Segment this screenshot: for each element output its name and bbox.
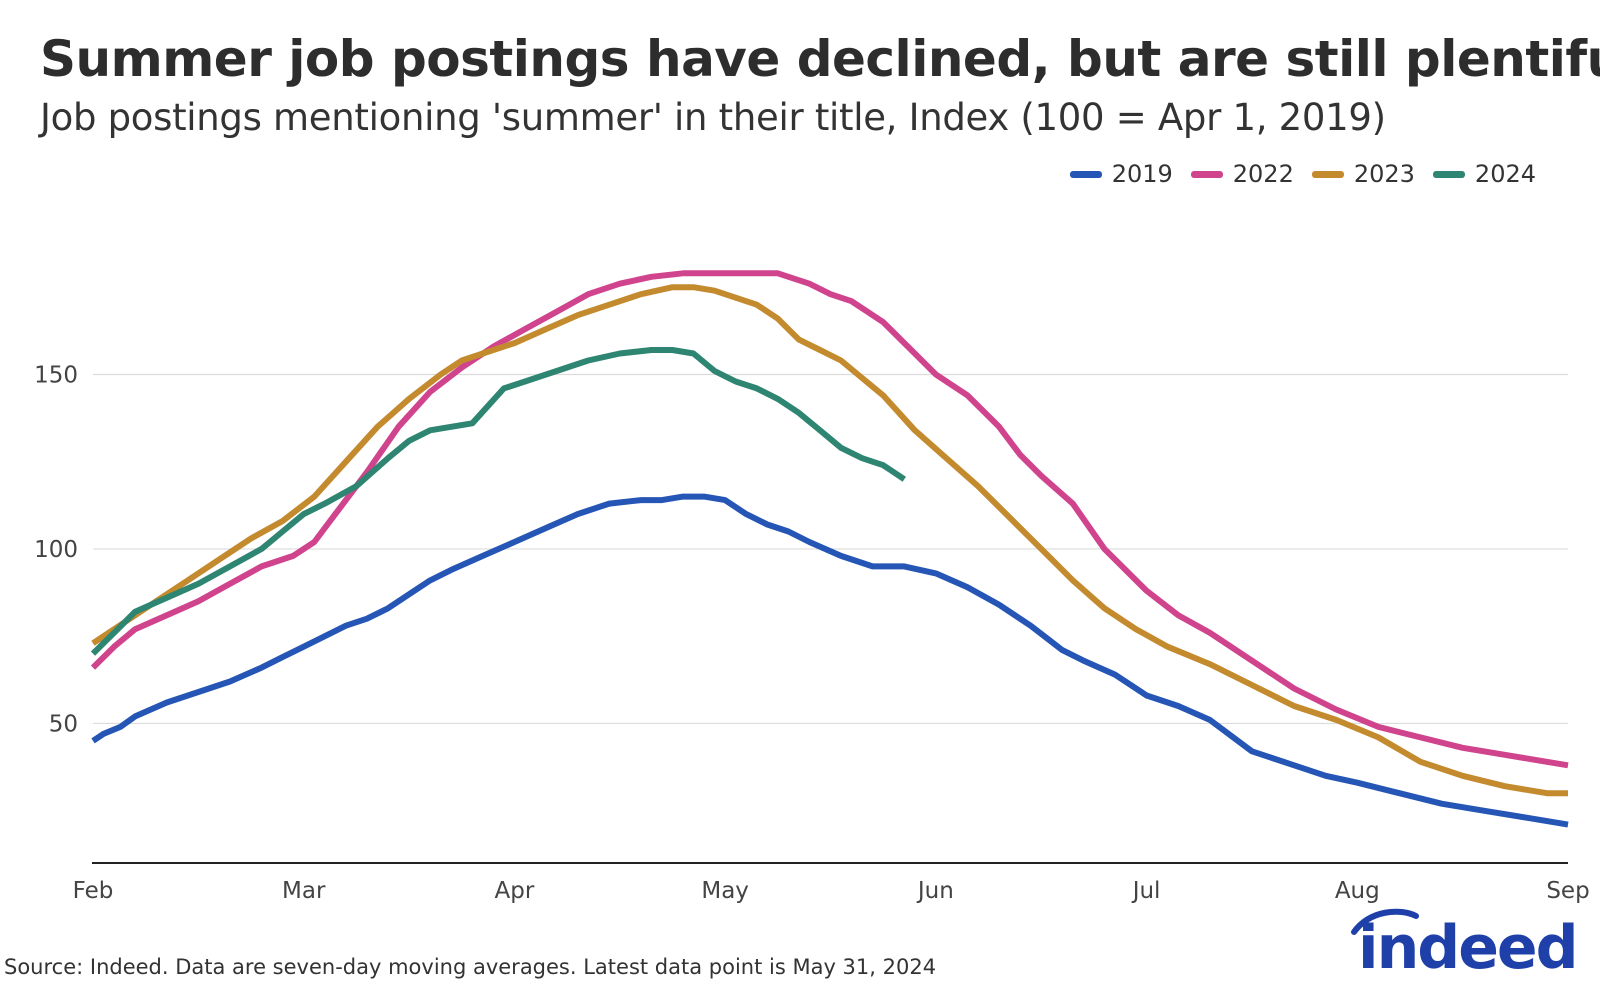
chart-subtitle: Job postings mentioning 'summer' in thei… bbox=[40, 96, 1386, 139]
x-tick-label: Feb bbox=[73, 878, 114, 904]
series-lines bbox=[90, 270, 1569, 828]
legend-swatch-2023 bbox=[1311, 170, 1344, 178]
indeed-logo: indeed bbox=[1358, 913, 1579, 983]
legend-swatch-2019 bbox=[1069, 170, 1102, 178]
line-chart: 50 100 150 Feb Mar Apr May Jun Jul Aug Sep bbox=[34, 270, 1590, 904]
series-line-2024 bbox=[90, 347, 906, 656]
series-line-2023 bbox=[91, 284, 1568, 797]
legend-label-2022: 2022 bbox=[1232, 160, 1294, 188]
legend-item-2024: 2024 bbox=[1432, 160, 1536, 188]
legend-item-2022: 2022 bbox=[1190, 160, 1294, 188]
legend-swatch-2022 bbox=[1190, 170, 1223, 178]
y-tick-label: 50 bbox=[49, 711, 78, 737]
legend-item-2023: 2023 bbox=[1311, 160, 1415, 188]
legend-label-2023: 2023 bbox=[1353, 160, 1415, 188]
x-axis-ticks: Feb Mar Apr May Jun Jul Aug Sep bbox=[73, 878, 1590, 904]
series-line-2022 bbox=[90, 270, 1569, 769]
y-tick-label: 150 bbox=[34, 362, 78, 388]
chart-title: Summer job postings have declined, but a… bbox=[40, 30, 1600, 88]
legend-item-2019: 2019 bbox=[1069, 160, 1173, 188]
legend-label-2019: 2019 bbox=[1111, 160, 1173, 188]
legend: 2019 2022 2023 2024 bbox=[1069, 160, 1536, 188]
source-note: Source: Indeed. Data are seven-day movin… bbox=[4, 955, 937, 979]
indeed-logo-arc-icon bbox=[1351, 908, 1419, 935]
legend-swatch-2024 bbox=[1432, 170, 1465, 178]
x-tick-label: Jul bbox=[1131, 878, 1161, 904]
x-tick-label: Mar bbox=[282, 878, 326, 904]
legend-label-2024: 2024 bbox=[1474, 160, 1536, 188]
x-tick-label: Sep bbox=[1546, 878, 1589, 904]
x-tick-label: Apr bbox=[495, 878, 535, 904]
x-tick-label: Aug bbox=[1335, 878, 1380, 904]
series-line-2019 bbox=[91, 493, 1569, 828]
x-tick-label: Jun bbox=[916, 878, 954, 904]
x-tick-label: May bbox=[701, 878, 749, 904]
y-tick-label: 100 bbox=[34, 537, 78, 563]
gridlines: 50 100 150 bbox=[34, 362, 1568, 737]
